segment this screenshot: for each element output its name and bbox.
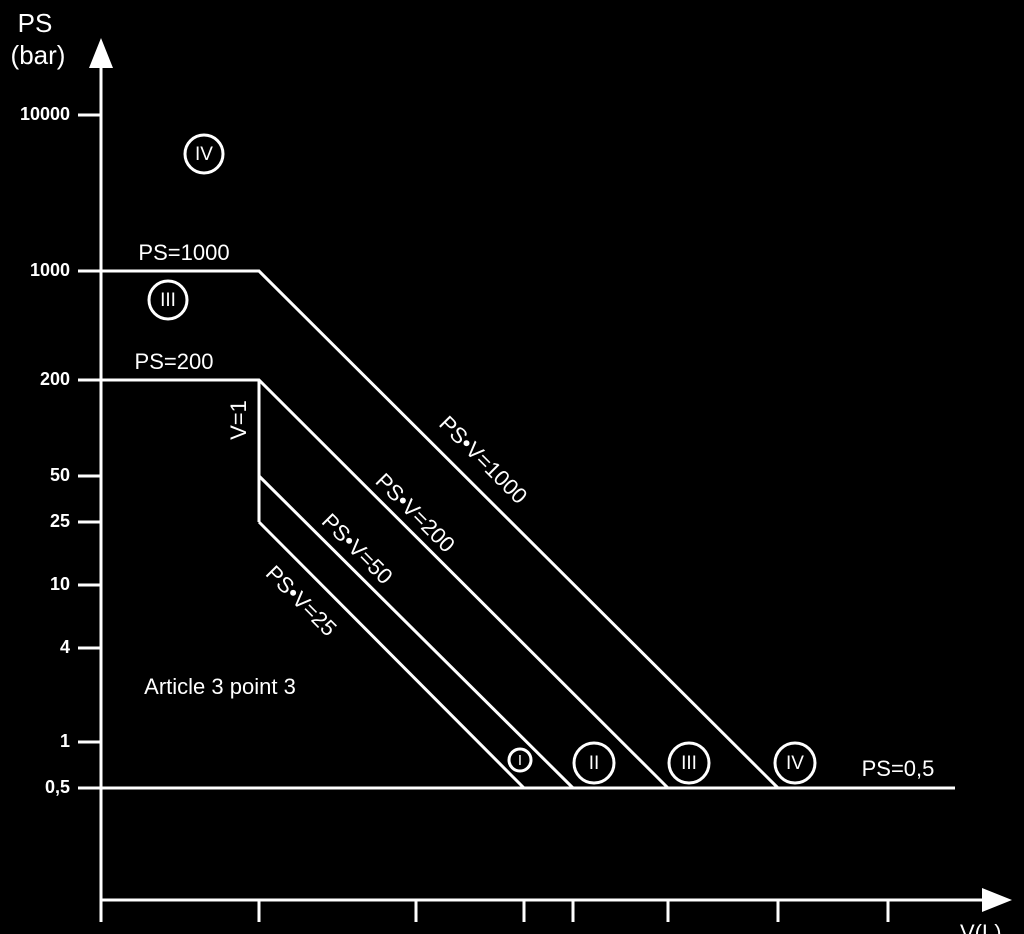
category-label: III [681,753,697,774]
x-axis-title: V(L) [960,920,1002,934]
line-ps1000 [101,269,780,790]
category-label: I [518,752,522,769]
y-tick-label: 4 [60,637,70,657]
line-psv50 [257,474,575,790]
category-label: III [160,290,176,311]
y-tick-label: 1 [60,731,70,751]
x-ticks [99,900,890,922]
category-circle [667,741,711,785]
line-psv25 [257,520,526,790]
y-tick-label: 10 [50,574,70,594]
category-label: IV [195,144,213,165]
y-axis-unit: (bar) [11,40,66,70]
x-arrow [982,888,1012,912]
line-label: V=1 [226,400,251,440]
line-label: PS=1000 [138,240,229,265]
category-circle [147,279,189,321]
y-tick-label: 10000 [20,104,70,124]
y-ticks: 10000 1000 200 50 25 10 4 1 0,5 [20,104,101,797]
y-tick-label: 50 [50,465,70,485]
y-axis-title: PS [18,8,53,38]
line-label: PS=200 [135,349,214,374]
category-label: IV [786,753,804,774]
category-circle [507,747,533,773]
category-label: II [589,753,600,774]
y-tick-label: 200 [40,369,70,389]
y-tick-label: 0,5 [45,777,70,797]
line-label: PS=0,5 [862,756,935,781]
y-tick-label: 25 [50,511,70,531]
y-arrow [89,38,113,68]
category-circle [773,741,817,785]
note: Article 3 point 3 [144,674,296,699]
y-tick-label: 1000 [30,260,70,280]
category-circle [183,133,225,175]
category-circle [572,741,616,785]
